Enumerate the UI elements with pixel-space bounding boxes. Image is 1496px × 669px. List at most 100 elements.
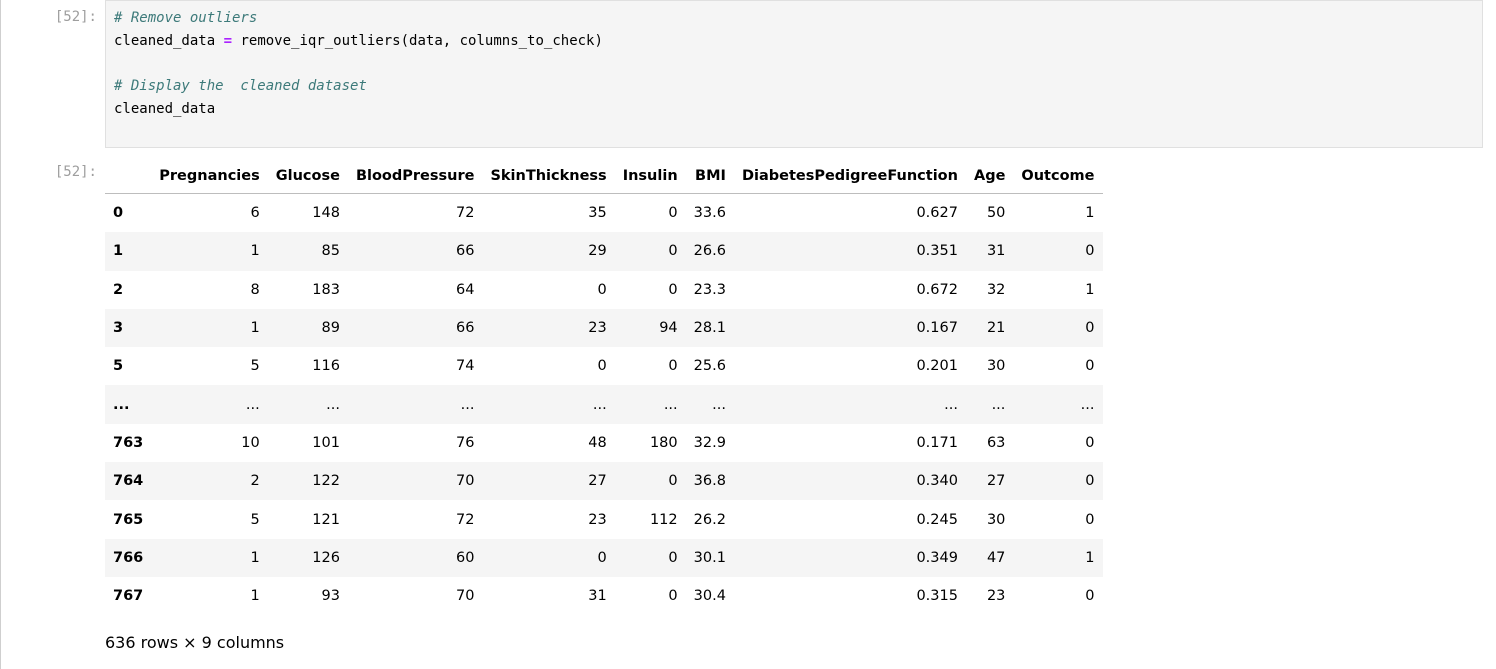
table-cell: 30.4	[693, 588, 726, 605]
table-cell: ...	[245, 396, 260, 413]
table-cell: 0	[668, 549, 678, 566]
index-header	[105, 158, 152, 194]
row-index: 766	[113, 549, 144, 566]
table-cell: ...	[991, 396, 1006, 413]
table-cell: 31	[986, 243, 1006, 260]
table-cell: 183	[312, 281, 340, 298]
row-index: 767	[113, 588, 144, 605]
table-cell: 23	[588, 320, 607, 337]
table-row: 2 8 183 64 0 0 23.3 0.672 32 1	[105, 271, 1103, 309]
code-line-comment-2: # Display the cleaned dataset	[114, 75, 1474, 98]
code-line-blank	[114, 52, 1474, 75]
table-cell: ...	[944, 396, 958, 413]
table-cell: 0	[1085, 434, 1095, 451]
row-index: 2	[113, 281, 124, 298]
row-index: 764	[113, 473, 144, 490]
column-header: BMI	[685, 158, 734, 194]
table-cell: 0	[668, 358, 678, 375]
table-cell: 25.6	[693, 358, 726, 375]
table-cell: 0.351	[916, 243, 958, 260]
table-cell: 1	[250, 588, 260, 605]
table-cell: 0	[597, 549, 607, 566]
table-cell: 70	[456, 588, 475, 605]
table-cell: 1	[250, 243, 260, 260]
table-cell: 1	[1085, 205, 1095, 222]
code-line-comment-1: # Remove outliers	[114, 7, 1474, 30]
table-cell: 93	[321, 588, 340, 605]
table-cell: 76	[456, 434, 475, 451]
table-cell: 122	[312, 473, 340, 490]
table-cell: 116	[312, 358, 340, 375]
code-expression: remove_iqr_outliers(data, columns_to_che…	[240, 32, 603, 49]
table-cell: 180	[649, 434, 678, 451]
column-header: Pregnancies	[151, 158, 268, 194]
table-cell: 0.672	[916, 281, 958, 298]
column-header: DiabetesPedigreeFunction	[733, 158, 966, 194]
table-cell: 28.1	[693, 320, 726, 337]
table-cell: 32.9	[693, 434, 726, 451]
table-cell: ...	[460, 396, 475, 413]
table-row: 767 1 93 70 31 0 30.4 0.315 23 0	[105, 577, 1103, 615]
code-operator: =	[223, 32, 233, 49]
table-cell: 0	[668, 281, 678, 298]
table-row: 766 1 126 60 0 0 30.1 0.349 47 1	[105, 538, 1103, 577]
dataframe-shape: 636 rows × 9 columns	[105, 633, 285, 653]
table-cell: 94	[659, 320, 678, 337]
table-row: 764 2 122 70 27 0 36.8 0.340 27 0	[105, 462, 1103, 501]
table-cell: 0	[1085, 473, 1095, 490]
table-cell: ...	[326, 396, 340, 413]
table-row: 5 5 116 74 0 0 25.6 0.201 30 0	[105, 347, 1103, 385]
input-prompt: [52]:	[54, 9, 97, 25]
table-cell: 23	[588, 511, 607, 528]
table-cell: 0.315	[916, 588, 958, 605]
table-cell: 33.6	[693, 205, 726, 222]
code-editor[interactable]: # Remove outliers cleaned_data = remove_…	[105, 0, 1483, 148]
table-cell: 0	[1085, 358, 1095, 375]
row-index: 1	[113, 243, 124, 260]
table-cell: 1	[250, 549, 260, 566]
table-cell: 6	[250, 205, 260, 222]
table-cell: 112	[649, 511, 678, 528]
code-comment: # Display the cleaned dataset	[114, 78, 367, 95]
table-cell: 89	[321, 320, 340, 337]
table-cell: 0	[597, 358, 607, 375]
table-cell: 48	[588, 434, 607, 451]
table-cell: 1	[1085, 281, 1095, 298]
row-index: 5	[113, 358, 124, 375]
table-cell: 74	[456, 358, 475, 375]
column-header: Insulin	[614, 158, 686, 194]
table-cell: 0	[1085, 588, 1095, 605]
row-index: 0	[113, 205, 124, 222]
table-cell: 101	[312, 434, 340, 451]
table-cell: 0.627	[916, 205, 958, 222]
code-comment: # Remove outliers	[114, 10, 258, 26]
table-cell: 0.201	[916, 358, 958, 375]
table-cell: 1	[250, 320, 260, 337]
table-row: 765 5 121 72 23 112 26.2 0.245 30 0	[105, 500, 1103, 538]
table-cell: 121	[312, 511, 340, 528]
table-cell: ...	[1080, 396, 1095, 413]
table-cell: 23.3	[693, 281, 726, 298]
table-row: 763 10 101 76 48 180 32.9 0.171 63 0	[105, 424, 1103, 462]
table-cell: 0	[597, 281, 607, 298]
table-cell: 0	[668, 588, 678, 605]
table-cell: 32	[986, 281, 1006, 298]
table-body: 0 6 148 72 35 0 33.6 0.627 50 1 1 1 85 66 29 0 26.6 0.351…	[105, 194, 1103, 616]
table-row: ..............................	[105, 385, 1103, 424]
code-line-display: cleaned_data	[114, 98, 1474, 121]
table-cell: 8	[250, 281, 260, 298]
table-cell: 31	[588, 588, 607, 605]
output-prompt: [52]:	[54, 164, 97, 180]
table-cell: 70	[456, 473, 475, 490]
table-cell: 27	[588, 473, 607, 490]
output-area: Pregnancies Glucose BloodPressure SkinThick…	[105, 158, 1103, 652]
code-line-assign: cleaned_data = remove_iqr_outliers(data,…	[114, 30, 1474, 53]
table-cell: 126	[312, 549, 340, 566]
table-cell: 0.245	[916, 511, 958, 528]
column-header: Glucose	[267, 158, 348, 194]
table-cell: 5	[250, 358, 260, 375]
table-cell: 29	[588, 243, 607, 260]
table-cell: 85	[321, 243, 340, 260]
table-cell: 30	[986, 358, 1006, 375]
